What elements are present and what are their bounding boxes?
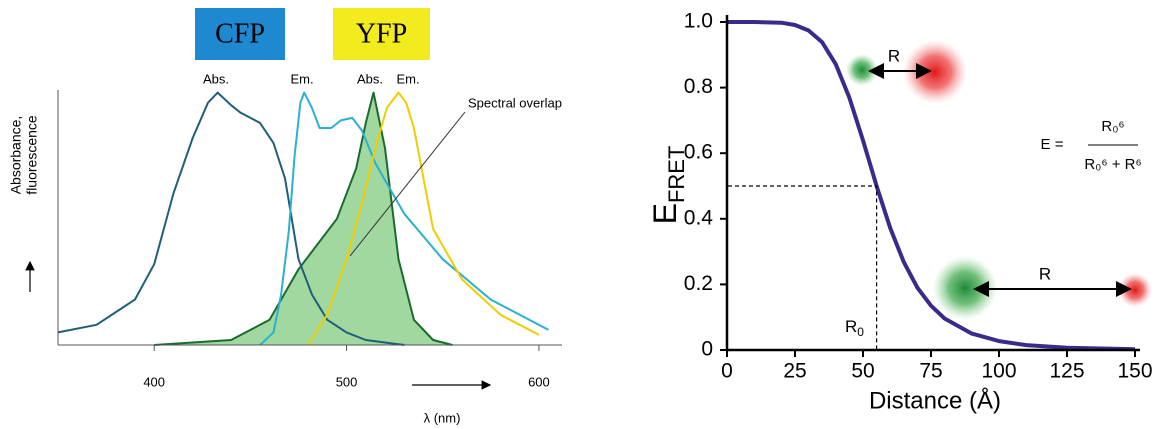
r0-main: R	[845, 317, 857, 336]
line	[727, 20, 1136, 352]
formula-numerator: R₀⁶	[1101, 118, 1124, 135]
distance-label: R	[888, 46, 900, 65]
x-axis-label: λ (nm)	[424, 410, 461, 425]
x-tick-label: 400	[143, 374, 165, 389]
x-tick-label: 0	[721, 360, 733, 383]
r0-label: R0	[845, 317, 864, 339]
group-box	[195, 8, 285, 60]
series-label: Abs.	[203, 71, 229, 86]
y-axis-label: Absorbance,	[8, 116, 24, 195]
y-tick-label: 1.0	[684, 10, 713, 33]
r0-sub: 0	[857, 325, 864, 339]
y-tick-label: 0	[701, 338, 713, 361]
formula-denominator: R₀⁶ + R⁶	[1084, 156, 1141, 173]
x-tick-label: 500	[336, 374, 358, 389]
area	[154, 92, 453, 345]
x-tick-label: 600	[528, 374, 550, 389]
y-tick-label: 0.6	[684, 141, 713, 164]
x-tick-label: 25	[783, 360, 806, 383]
line	[154, 91, 453, 346]
x-tick-label: 125	[1049, 360, 1084, 383]
y-label-sub: FRET	[664, 146, 689, 203]
group-box	[333, 8, 430, 60]
guide-line	[728, 185, 878, 349]
x-tick-label: 50	[851, 360, 874, 383]
line	[307, 91, 540, 346]
acceptor	[903, 40, 967, 104]
line	[259, 91, 549, 346]
x-tick-label: 150	[1117, 360, 1152, 383]
y-axis-label: EFRET	[647, 146, 688, 225]
line	[57, 91, 405, 346]
y-tick-label: 0.4	[684, 206, 714, 229]
y-label-main: E	[647, 203, 683, 224]
series-label: Abs.	[357, 71, 383, 86]
group-label: YFP	[356, 18, 407, 49]
y-axis-label: fluorescence	[24, 115, 40, 195]
annotation: Spectral overlap	[468, 95, 562, 110]
annotation-line	[349, 111, 466, 257]
distance-label: R	[1039, 264, 1051, 283]
series-label: Em.	[290, 71, 313, 86]
x-tick-label: 75	[919, 360, 942, 383]
y-tick-label: 0.2	[684, 272, 713, 295]
donor	[933, 256, 997, 320]
y-tick-label: 0.8	[684, 75, 713, 98]
series-label: Em.	[396, 71, 419, 86]
formula-lhs: E =	[1041, 136, 1064, 153]
group-label: CFP	[215, 18, 265, 49]
x-axis-label: Distance (Å)	[869, 386, 1001, 414]
x-tick-label: 100	[981, 360, 1016, 383]
